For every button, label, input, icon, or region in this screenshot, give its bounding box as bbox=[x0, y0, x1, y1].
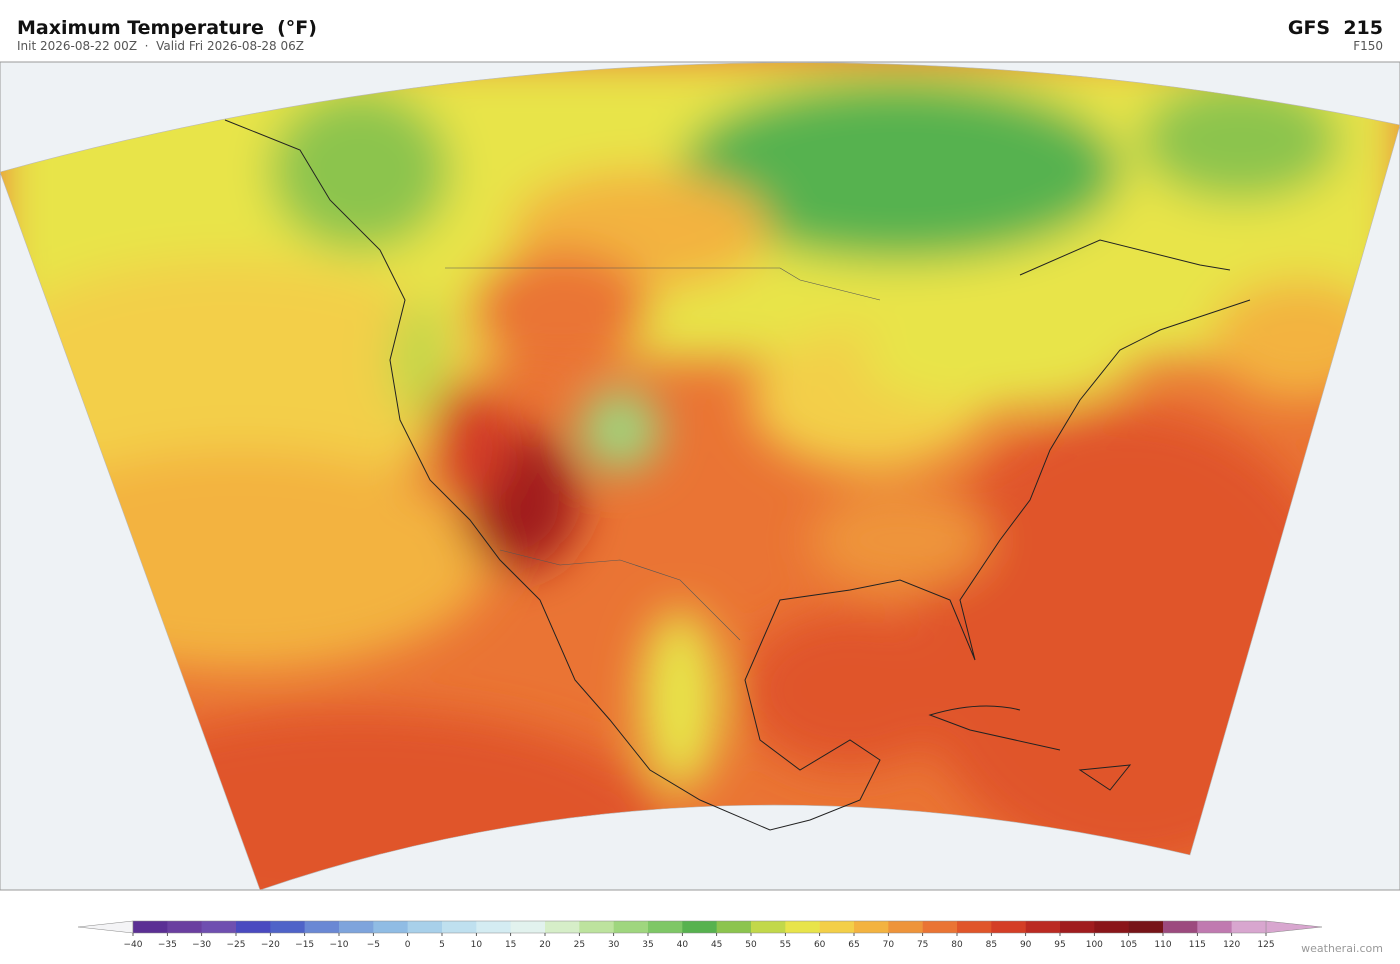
colorbar-tick-label: −35 bbox=[158, 940, 177, 950]
colorbar-tick-label: 115 bbox=[1189, 940, 1206, 950]
colorbar-tick-label: 40 bbox=[677, 940, 689, 950]
color-bin bbox=[854, 921, 889, 933]
color-bin bbox=[1060, 921, 1095, 933]
credit: weatherai.com bbox=[1301, 942, 1383, 955]
color-bin bbox=[373, 921, 408, 933]
color-bin bbox=[270, 921, 305, 933]
map bbox=[0, 61, 1400, 891]
color-bin bbox=[579, 921, 614, 933]
color-bin bbox=[888, 921, 923, 933]
colorbar-tick-label: −5 bbox=[367, 940, 380, 950]
colorbar-tick-label: 120 bbox=[1223, 940, 1240, 950]
colorbar-tick-label: 10 bbox=[471, 940, 483, 950]
colorbar-tick-label: 65 bbox=[848, 940, 859, 950]
color-bin bbox=[957, 921, 992, 933]
color-bin bbox=[1128, 921, 1164, 933]
forecast-hour: F150 bbox=[1353, 39, 1383, 53]
colorbar-tick-label: 5 bbox=[439, 940, 445, 950]
colorbar-tick-label: 125 bbox=[1257, 940, 1274, 950]
colorbar-tick-label: 80 bbox=[951, 940, 963, 950]
colorbar-tick-label: 100 bbox=[1086, 940, 1103, 950]
colorbar-tick-label: 90 bbox=[1020, 940, 1032, 950]
colorbar-tick-label: 70 bbox=[883, 940, 895, 950]
color-bin bbox=[510, 921, 546, 933]
colorbar-tick-label: 105 bbox=[1120, 940, 1137, 950]
color-bin bbox=[201, 921, 237, 933]
color-bin bbox=[442, 921, 477, 933]
color-bin bbox=[819, 921, 855, 933]
colorbar-tick-label: −40 bbox=[124, 940, 143, 950]
colorbar-tick-label: 15 bbox=[505, 940, 516, 950]
colorbar-tick-label: −15 bbox=[295, 940, 314, 950]
colorbar-tick-label: 45 bbox=[711, 940, 722, 950]
color-bin bbox=[682, 921, 717, 933]
color-bin bbox=[1197, 921, 1232, 933]
color-bin bbox=[167, 921, 202, 933]
color-bin bbox=[1025, 921, 1061, 933]
color-bin bbox=[785, 921, 820, 933]
color-bin bbox=[1094, 921, 1129, 933]
colorbar-tick-label: −10 bbox=[330, 940, 349, 950]
colorbar: −40 −35 −30 −25 −20 −15 −10 −5 0 5 10 15 20 25 30 35 40 4… bbox=[77, 920, 1323, 950]
color-bin bbox=[545, 921, 580, 933]
color-bin bbox=[922, 921, 958, 933]
color-bin bbox=[133, 921, 168, 933]
color-bin bbox=[476, 921, 511, 933]
color-bin bbox=[648, 921, 683, 933]
colorbar-tick-label: 75 bbox=[917, 940, 928, 950]
colorbar-tick-label: 50 bbox=[745, 940, 757, 950]
colorbar-tick-label: −20 bbox=[261, 940, 280, 950]
colorbar-frame bbox=[132, 920, 1267, 934]
colorbar-tick-label: 20 bbox=[539, 940, 551, 950]
colorbar-tick-label: 35 bbox=[642, 940, 653, 950]
subtitle: Init 2026-08-22 00Z · Valid Fri 2026-08-… bbox=[17, 39, 304, 53]
color-bin bbox=[339, 921, 374, 933]
color-bin bbox=[236, 921, 271, 933]
color-bin bbox=[304, 921, 340, 933]
color-bin bbox=[1231, 921, 1267, 933]
colorbar-tick-label: 30 bbox=[608, 940, 620, 950]
colorbar-tick-label: −25 bbox=[227, 940, 246, 950]
color-bin bbox=[751, 921, 786, 933]
colorbar-tick-label: 55 bbox=[780, 940, 791, 950]
colorbar-tick-label: −30 bbox=[192, 940, 211, 950]
colorbar-tick-label: 110 bbox=[1154, 940, 1171, 950]
color-bin bbox=[991, 921, 1026, 933]
color-bin bbox=[716, 921, 752, 933]
model-name: GFS 215 bbox=[1288, 17, 1383, 39]
title: Maximum Temperature (°F) bbox=[17, 17, 317, 39]
colorbar-tick-label: 85 bbox=[986, 940, 997, 950]
colorbar-tick-label: 60 bbox=[814, 940, 826, 950]
color-bin bbox=[613, 921, 649, 933]
colorbar-tick-label: 25 bbox=[574, 940, 585, 950]
color-bin bbox=[1163, 921, 1198, 933]
color-bin bbox=[407, 921, 443, 933]
colorbar-tick-label: 0 bbox=[405, 940, 411, 950]
colorbar-tick-label: 95 bbox=[1054, 940, 1065, 950]
